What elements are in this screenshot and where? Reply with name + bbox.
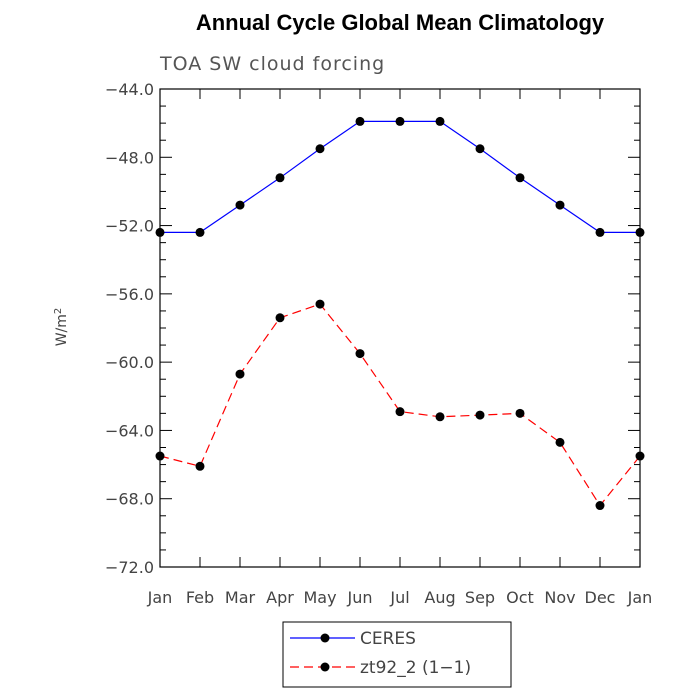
legend-box — [282, 621, 512, 688]
x-tick-label: Oct — [506, 588, 534, 607]
legend-entry-ceres: CERES — [290, 629, 416, 649]
y-tick-label: −48.0 — [105, 148, 154, 167]
x-tick-label: May — [303, 588, 336, 607]
x-tick-label: Apr — [266, 588, 294, 607]
data-point-series-1 — [195, 461, 205, 471]
y-axis-label-text: W/m — [54, 314, 70, 346]
y-tick-label: −60.0 — [105, 353, 154, 372]
svg-text:W/m2: W/m2 — [53, 308, 71, 347]
series-layer — [155, 116, 645, 511]
legend-marker-zt92 — [320, 662, 330, 672]
y-axis-label-superscript: 2 — [53, 308, 64, 314]
x-tick-label: Dec — [585, 588, 616, 607]
x-tick-label: Feb — [186, 588, 214, 607]
x-tick-label: Jan — [147, 588, 173, 607]
data-point-series-0 — [395, 116, 405, 126]
x-tick-label: Mar — [225, 588, 256, 607]
y-tick-label: −68.0 — [105, 490, 154, 509]
data-point-series-1 — [515, 408, 525, 418]
legend: CERES zt92_2 (1−1) — [282, 621, 512, 688]
chart-title: Annual Cycle Global Mean Climatology — [196, 10, 605, 35]
y-tick-label: −56.0 — [105, 285, 154, 304]
data-point-series-0 — [435, 116, 445, 126]
data-point-series-1 — [435, 412, 445, 422]
data-point-series-1 — [475, 410, 485, 420]
legend-label-ceres: CERES — [360, 629, 416, 649]
data-point-series-0 — [315, 144, 325, 154]
data-point-series-0 — [475, 144, 485, 154]
data-point-series-1 — [555, 437, 565, 447]
y-tick-labels: −44.0 −48.0 −52.0 −56.0 −60.0 −64.0 −68.0 −72.0 — [105, 80, 154, 577]
data-point-series-1 — [595, 501, 605, 511]
data-point-series-0 — [355, 116, 365, 126]
data-point-series-0 — [275, 173, 285, 183]
data-point-series-0 — [555, 200, 565, 210]
data-point-series-0 — [195, 227, 205, 237]
x-tick-label: Jan — [627, 588, 653, 607]
y-tick-label: −44.0 — [105, 80, 154, 99]
data-point-series-1 — [315, 299, 325, 309]
legend-entry-zt92: zt92_2 (1−1) — [290, 658, 471, 678]
data-point-series-1 — [235, 369, 245, 379]
legend-label-zt92: zt92_2 (1−1) — [360, 658, 471, 678]
data-point-series-1 — [395, 407, 405, 417]
plot-frame — [159, 88, 641, 568]
data-point-series-0 — [595, 227, 605, 237]
series-line-0 — [160, 120, 640, 233]
y-tick-label: −72.0 — [105, 558, 154, 577]
x-tick-label: Aug — [424, 588, 455, 607]
x-tick-label: Jun — [347, 588, 373, 607]
axis-ticks — [159, 88, 641, 568]
y-tick-label: −52.0 — [105, 217, 154, 236]
x-tick-labels: Jan Feb Mar Apr May Jun Jul Aug Sep Oct Nov Dec Jan — [147, 588, 653, 607]
y-tick-label: −64.0 — [105, 421, 154, 440]
data-point-series-1 — [355, 349, 365, 359]
data-point-series-1 — [275, 313, 285, 323]
x-tick-label: Jul — [389, 588, 409, 607]
x-tick-label: Nov — [544, 588, 575, 607]
legend-marker-ceres — [320, 633, 330, 643]
y-axis-label: W/m2 — [53, 308, 71, 347]
data-point-series-0 — [235, 200, 245, 210]
series-line-1 — [159, 303, 641, 507]
x-tick-label: Sep — [465, 588, 495, 607]
chart-subtitle: TOA SW cloud forcing — [159, 53, 385, 75]
data-point-series-0 — [515, 173, 525, 183]
